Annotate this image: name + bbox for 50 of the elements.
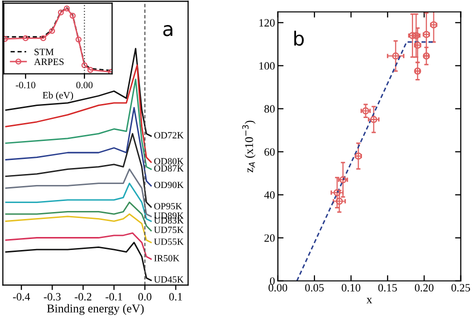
x-axis-title: Eb (eV) xyxy=(42,92,74,100)
x-tick-label: 0.00 xyxy=(268,284,288,292)
y-tick-label: 0 xyxy=(270,277,275,285)
x-tick-label: -0.3 xyxy=(44,293,61,301)
series-label: UD55K xyxy=(154,238,184,245)
point xyxy=(70,12,76,19)
series-label: OP95K xyxy=(154,203,182,210)
y-tick-label: 20 xyxy=(264,234,275,242)
series-label: UD45K xyxy=(154,276,184,283)
x-tick-label: 0.05 xyxy=(305,284,324,292)
series-label: UD75K xyxy=(154,226,184,234)
y-tick-label: 40 xyxy=(264,191,275,199)
series-label: UD83K xyxy=(154,217,184,224)
text: a xyxy=(163,25,172,36)
series-label: OD80K xyxy=(154,158,184,164)
point xyxy=(58,9,64,16)
point xyxy=(64,6,70,12)
point xyxy=(40,35,46,42)
point xyxy=(81,62,88,68)
y-tick-label: 80 xyxy=(264,105,275,113)
y-tick-label: 120 xyxy=(259,19,275,27)
x-tick-label: 0.20 xyxy=(414,284,434,292)
x-tick-label: 0.15 xyxy=(378,284,397,292)
series-label: OD90K xyxy=(154,182,184,188)
point xyxy=(76,36,82,42)
point xyxy=(108,68,112,74)
x-axis-title: x xyxy=(366,298,372,304)
x-tick-label: -0.2 xyxy=(74,293,92,301)
x-tick-label: 0.10 xyxy=(342,284,360,292)
series-label: UD89K xyxy=(154,212,184,219)
series-label: OD72K xyxy=(154,132,184,138)
point xyxy=(22,35,29,42)
x-tick-label: 0.0 xyxy=(138,293,152,301)
point xyxy=(87,66,94,73)
y-tick-label: 100 xyxy=(259,62,275,70)
y-axis-title: z$_{A}$ (x10$^{−3}$) xyxy=(242,120,256,172)
x-tick-label: -0.1 xyxy=(106,293,122,301)
x-tick-label: -0.10 xyxy=(16,82,36,88)
series-label: IR50K xyxy=(154,255,180,262)
y-tick-label: 60 xyxy=(264,148,275,156)
x-tick-label: 0.00 xyxy=(76,82,93,88)
legend-label: ARPES xyxy=(34,58,64,66)
x-tick-label: 0.25 xyxy=(451,284,470,292)
series-label: OD87K xyxy=(154,165,184,172)
point xyxy=(49,28,56,34)
annotation: b xyxy=(294,30,304,46)
x-tick-label: 0.1 xyxy=(169,293,182,301)
legend-label: STM xyxy=(34,48,54,56)
x-axis-title: Binding energy (eV) xyxy=(47,304,144,315)
x-tick-label: -0.4 xyxy=(12,293,30,301)
